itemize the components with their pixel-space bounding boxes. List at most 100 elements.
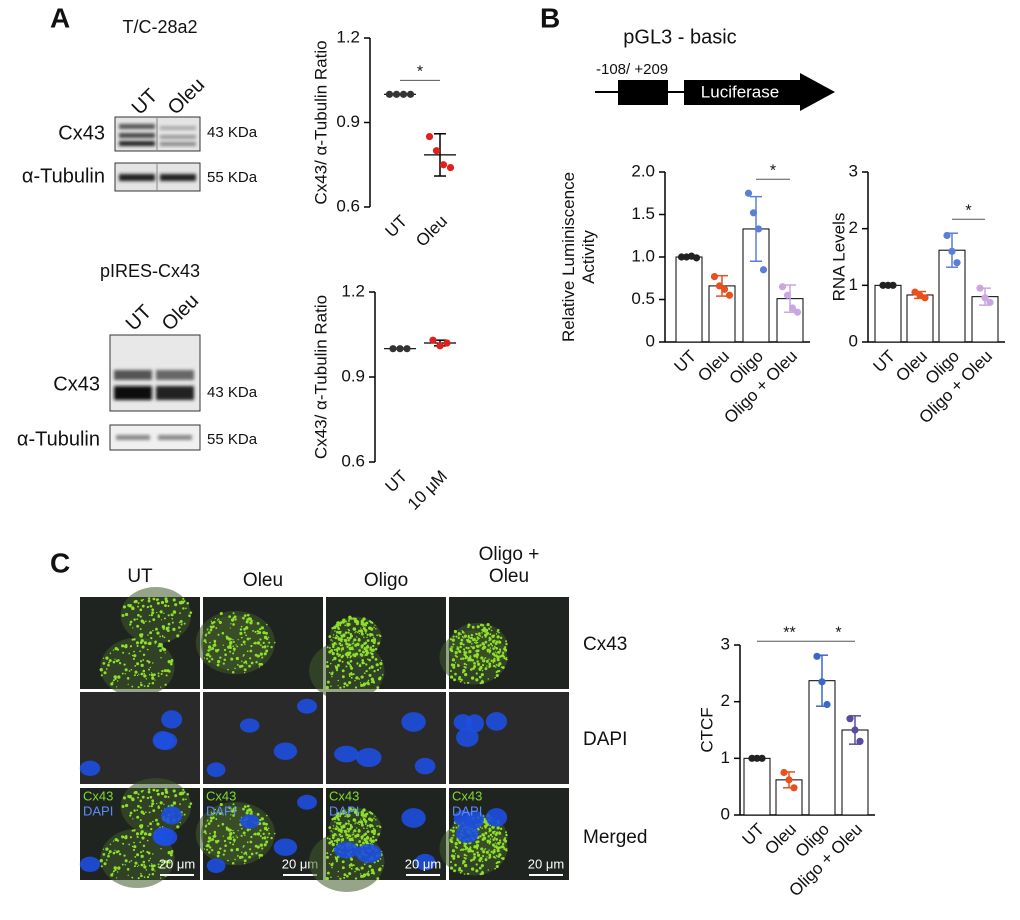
- cx43-dot: [163, 860, 167, 864]
- cx43-dot: [258, 631, 262, 635]
- data-point: [392, 90, 401, 98]
- cx43-dot: [358, 840, 361, 843]
- cx43-dot: [368, 632, 373, 637]
- cx43-dot: [246, 804, 250, 808]
- cx43-dot: [341, 654, 345, 658]
- cx43-dot: [360, 632, 364, 636]
- cx43-dot: [337, 837, 339, 840]
- cx43-dot: [471, 643, 473, 645]
- cx43-dot: [246, 613, 250, 617]
- cx43-dot: [232, 645, 235, 648]
- cx43-dot: [366, 639, 370, 642]
- cx43-dot: [240, 827, 243, 830]
- cx43-dot: [133, 674, 136, 677]
- cx43-dot: [467, 647, 470, 650]
- cx43-dot: [133, 618, 136, 621]
- cx43-dot: [133, 841, 135, 844]
- cx43-dot: [330, 639, 332, 641]
- cx43-dot: [349, 807, 352, 811]
- cx43-dot: [151, 676, 155, 680]
- x-tick-label: UT: [382, 212, 411, 241]
- cx43-dot: [368, 811, 370, 813]
- cx43-dot: [366, 824, 369, 827]
- cx43-dot: [127, 874, 129, 876]
- blot-title: pIRES-Cx43: [100, 261, 200, 281]
- cx43-dot: [451, 849, 456, 853]
- cx43-dot: [371, 634, 374, 637]
- cx43-dot: [455, 826, 458, 829]
- cx43-dot: [128, 652, 131, 655]
- cx43-dot: [372, 636, 375, 639]
- cx43-dot: [365, 625, 367, 627]
- cx43-dot: [249, 657, 252, 660]
- cx43-dot: [334, 827, 337, 830]
- cx43-dot: [376, 686, 380, 690]
- cx43-dot: [118, 661, 122, 665]
- cx43-dot: [116, 680, 119, 682]
- cx43-dot: [136, 674, 139, 677]
- cx43-dot: [498, 631, 500, 634]
- cx43-dot: [451, 646, 454, 648]
- cx43-dot: [363, 827, 365, 830]
- cx43-dot: [210, 848, 214, 852]
- y-tick-label: 0.6: [341, 451, 365, 470]
- cx43-dot: [365, 669, 368, 673]
- cx43-dot: [365, 816, 367, 818]
- cx43-dot: [373, 626, 375, 629]
- cx43-dot: [164, 652, 166, 654]
- cx43-dot: [243, 862, 246, 865]
- cx43-dot: [113, 866, 117, 870]
- cx43-dot: [183, 622, 186, 625]
- cell-glow: [120, 587, 192, 644]
- cx43-dot: [332, 645, 335, 649]
- cx43-dot: [243, 805, 247, 808]
- cx43-dot: [335, 825, 338, 828]
- cx43-dot: [255, 851, 258, 855]
- cx43-dot: [229, 835, 232, 838]
- cx43-dot: [166, 860, 170, 864]
- cx43-dot: [368, 620, 370, 622]
- cx43-dot: [211, 621, 214, 625]
- cx43-dot: [133, 865, 136, 868]
- cx43-dot: [352, 640, 354, 642]
- cx43-dot: [498, 652, 500, 655]
- data-point: [780, 768, 788, 777]
- cx43-dot: [328, 650, 331, 653]
- cx43-dot: [150, 864, 155, 868]
- cx43-dot: [219, 802, 223, 807]
- cx43-dot: [355, 822, 357, 824]
- cx43-dot: [346, 683, 349, 687]
- cx43-dot: [335, 860, 339, 863]
- cx43-dot: [466, 640, 470, 643]
- error-bar: [434, 133, 446, 177]
- cx43-dot: [142, 598, 145, 601]
- cx43-dot: [150, 637, 152, 639]
- cx43-dot: [473, 856, 477, 859]
- cx43-dot: [348, 866, 351, 869]
- cx43-dot: [147, 825, 149, 827]
- cx43-dot: [182, 607, 185, 610]
- cx43-dot: [124, 668, 128, 672]
- blot-title: T/C-28a2: [122, 17, 197, 37]
- cx43-dot: [459, 658, 462, 660]
- cx43-dot: [454, 841, 458, 846]
- cx43-dot: [107, 854, 110, 858]
- cx43-dot: [485, 850, 489, 854]
- cx43-dot: [331, 850, 334, 852]
- cx43-dot: [143, 622, 145, 624]
- cx43-dot: [212, 834, 216, 838]
- nucleus: [297, 698, 318, 714]
- cx43-dot: [495, 633, 498, 635]
- cx43-dot: [449, 648, 452, 652]
- cx43-dot: [450, 645, 453, 648]
- cx43-dot: [143, 865, 147, 869]
- cx43-dot: [265, 814, 268, 817]
- cx43-dot: [133, 654, 137, 658]
- cx43-dot: [487, 644, 490, 647]
- cx43-dot: [128, 843, 131, 846]
- cx43-dot: [326, 871, 330, 875]
- cx43-dot: [161, 647, 165, 650]
- cx43-dot: [378, 832, 381, 835]
- cx43-dot: [480, 847, 484, 851]
- cx43-dot: [332, 836, 335, 840]
